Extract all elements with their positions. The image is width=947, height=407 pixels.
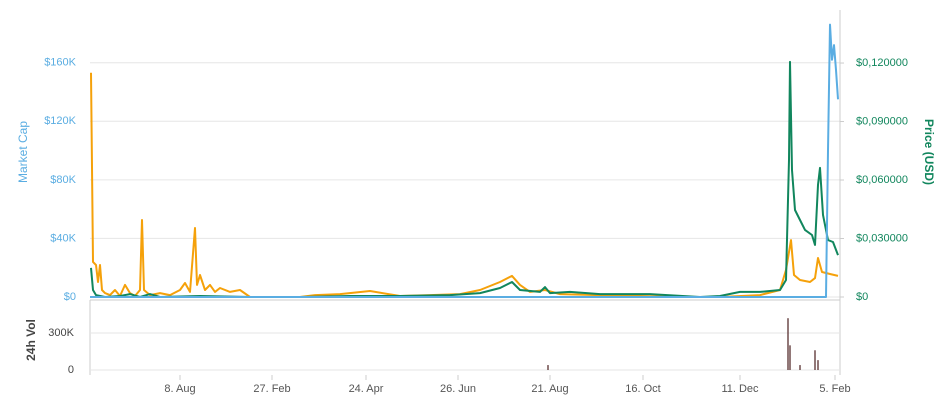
y-axis-title: Market Cap [16, 121, 30, 183]
volume-bar [799, 365, 801, 370]
volume-bar [789, 345, 791, 370]
volume-bar [817, 360, 819, 370]
x-tick-label: 11. Dec [721, 383, 759, 395]
volume-axis-title: 24h Vol [24, 319, 38, 361]
x-tick-label: 27. Feb [253, 383, 290, 395]
x-tick-label: 26. Jun [440, 383, 476, 395]
volume-bar [787, 318, 789, 370]
y-tick-label: 0 [68, 364, 74, 376]
y2-tick-label: $0,120000 [856, 57, 908, 69]
y-tick-label: $0 [64, 291, 76, 303]
series-line [90, 23, 839, 298]
volume-bar [547, 365, 549, 370]
x-tick-label: 21. Aug [531, 383, 568, 395]
x-tick-label: 16. Oct [625, 383, 660, 395]
y-tick-label: 300K [48, 327, 74, 339]
y2-tick-label: $0,060000 [856, 174, 908, 186]
y2-tick-label: $0,030000 [856, 232, 908, 244]
y-tick-label: $80K [50, 174, 76, 186]
y2-tick-label: $0 [856, 291, 868, 303]
y2-axis-title: Price (USD) [922, 119, 936, 185]
y-tick-label: $40K [50, 232, 76, 244]
x-tick-label: 24. Apr [349, 383, 384, 395]
y-tick-label: $160K [44, 57, 76, 69]
x-tick-label: 5. Feb [819, 383, 850, 395]
y-tick-label: $120K [44, 115, 76, 127]
y2-tick-label: $0,090000 [856, 115, 908, 127]
x-tick-label: 8. Aug [164, 383, 195, 395]
series-line [90, 60, 839, 298]
volume-bar [814, 350, 816, 370]
series-line [90, 72, 839, 298]
